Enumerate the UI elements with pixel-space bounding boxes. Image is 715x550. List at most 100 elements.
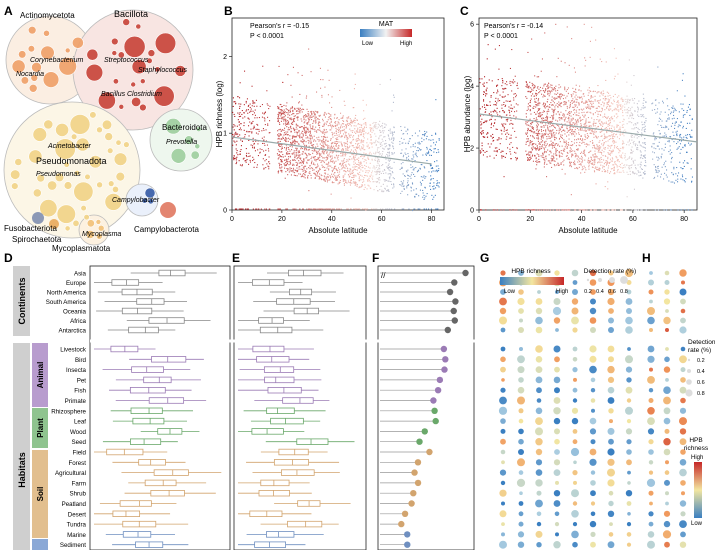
data-point [315, 121, 317, 123]
data-point [323, 113, 325, 115]
data-point [572, 161, 574, 163]
bubble-g2 [112, 185, 120, 193]
data-point [551, 136, 553, 138]
data-point [684, 181, 686, 183]
data-point [529, 129, 531, 131]
data-point [517, 87, 519, 89]
data-point [401, 190, 403, 192]
data-point [493, 109, 495, 111]
data-point [362, 144, 364, 146]
data-point [574, 162, 576, 164]
data-point [548, 82, 550, 84]
data-point [482, 122, 484, 124]
data-point [375, 174, 377, 176]
data-point [346, 125, 348, 127]
data-point [546, 117, 548, 119]
data-point [393, 148, 395, 150]
data-point [254, 102, 256, 104]
data-point [553, 97, 555, 99]
bubble-g2 [70, 133, 78, 140]
data-point [433, 182, 435, 184]
data-point [279, 123, 281, 125]
bubble-g1 [139, 103, 147, 112]
data-point [285, 119, 287, 121]
x-axis-label-b: Absolute latitude [308, 226, 368, 235]
data-point [401, 185, 403, 187]
data-point [309, 117, 311, 119]
data-point [331, 169, 333, 171]
data-point [548, 160, 550, 162]
data-point [423, 194, 425, 196]
data-point [282, 112, 284, 114]
data-point [620, 166, 622, 168]
data-point [331, 127, 333, 129]
data-point [337, 175, 339, 177]
data-point [343, 180, 345, 182]
data-point [573, 163, 575, 165]
data-point [563, 139, 565, 141]
genus-bacillus: Bacillus [101, 91, 126, 98]
data-point [603, 103, 605, 105]
data-point [601, 108, 603, 110]
data-point [362, 118, 364, 120]
data-point [618, 161, 620, 163]
data-point [321, 147, 323, 149]
data-point [277, 149, 279, 151]
data-point [346, 182, 348, 184]
bubble-g3 [195, 126, 202, 132]
data-point [509, 107, 511, 109]
data-point [333, 173, 335, 175]
data-point [428, 150, 430, 152]
data-point [509, 137, 511, 139]
data-point [403, 185, 405, 187]
data-point [365, 132, 367, 134]
data-point [525, 209, 527, 211]
data-point [608, 105, 610, 107]
data-point [632, 171, 634, 173]
data-point [572, 131, 574, 133]
data-point [359, 139, 361, 141]
data-point [585, 100, 587, 102]
data-point [286, 162, 288, 164]
data-point [371, 170, 373, 172]
data-point [570, 124, 572, 126]
data-point [600, 151, 602, 153]
data-point [586, 107, 588, 109]
data-point [297, 125, 299, 127]
data-point [292, 66, 294, 68]
data-point [570, 148, 572, 150]
data-point [330, 155, 332, 157]
data-point [550, 150, 552, 152]
data-point [344, 161, 346, 163]
data-point [331, 157, 333, 159]
data-point [362, 147, 364, 149]
data-point [349, 184, 351, 186]
data-point [299, 93, 301, 95]
data-point [248, 118, 250, 120]
data-point [319, 208, 321, 210]
data-point [378, 161, 380, 163]
data-point [299, 135, 301, 137]
data-point [346, 141, 348, 143]
data-point [344, 137, 346, 139]
data-point [297, 156, 299, 158]
data-point [347, 180, 349, 182]
data-point [331, 146, 333, 148]
data-point [593, 164, 595, 166]
data-point [566, 121, 568, 123]
data-point [644, 157, 646, 159]
data-point [612, 149, 614, 151]
data-point [279, 208, 281, 210]
data-point [317, 157, 319, 159]
data-point [316, 91, 318, 93]
data-point [599, 160, 601, 162]
data-point [618, 104, 620, 106]
data-point [643, 97, 645, 99]
data-point [413, 173, 415, 175]
bubble-g2 [64, 225, 71, 232]
data-point [545, 88, 547, 90]
data-point [628, 167, 630, 169]
data-point [384, 179, 386, 181]
data-point [584, 125, 586, 127]
data-point [401, 167, 403, 169]
